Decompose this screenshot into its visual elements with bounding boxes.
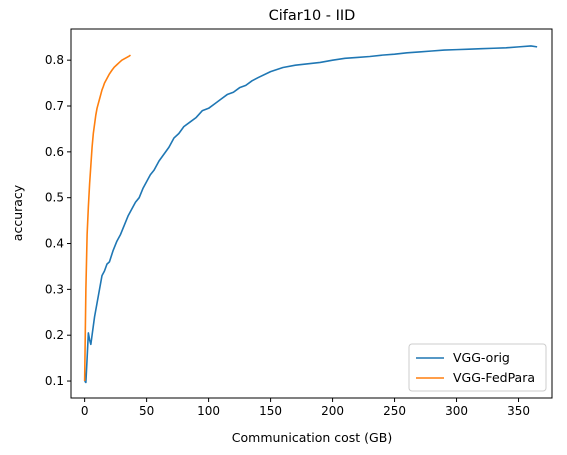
- y-tick-label: 0.2: [45, 328, 64, 342]
- plot-area: [71, 29, 552, 398]
- legend-box: [408, 343, 547, 392]
- y-tick-label: 0.4: [45, 237, 64, 251]
- x-tick-label: 300: [445, 404, 468, 418]
- y-tick-label: 0.6: [45, 145, 64, 159]
- legend: VGG-orig VGG-FedPara: [408, 343, 547, 392]
- x-axis-title: Communication cost (GB): [232, 430, 392, 445]
- legend-label-vgg-orig: VGG-orig: [453, 350, 510, 365]
- legend-label-vgg-fedpara: VGG-FedPara: [453, 370, 535, 385]
- chart-title: Cifar10 - IID: [269, 8, 356, 24]
- y-tick-label: 0.1: [45, 374, 64, 388]
- x-tick-label: 200: [321, 404, 344, 418]
- y-tick-label: 0.5: [45, 191, 64, 205]
- y-tick-label: 0.7: [45, 99, 64, 113]
- series-line-vgg-fedpara: [83, 54, 131, 382]
- x-tick-label: 150: [259, 404, 282, 418]
- plot-frame: [70, 28, 553, 399]
- y-axis-title: accuracy: [10, 184, 25, 241]
- x-tick-label: 100: [197, 404, 220, 418]
- y-tick-label: 0.3: [45, 282, 64, 296]
- y-tick-label: 0.8: [45, 53, 64, 67]
- plot-background: [71, 29, 552, 398]
- series-line-vgg-orig: [84, 45, 538, 384]
- x-tick-label: 350: [507, 404, 530, 418]
- x-tick-label: 0: [81, 404, 89, 418]
- ticks-layer: 0 50 100 150 200 250 300 350 0.1 0.2 0.3 0.4 0.5 0.6 0…: [45, 53, 530, 418]
- series-layer: [83, 45, 538, 384]
- x-tick-label: 50: [139, 404, 154, 418]
- x-tick-label: 250: [383, 404, 406, 418]
